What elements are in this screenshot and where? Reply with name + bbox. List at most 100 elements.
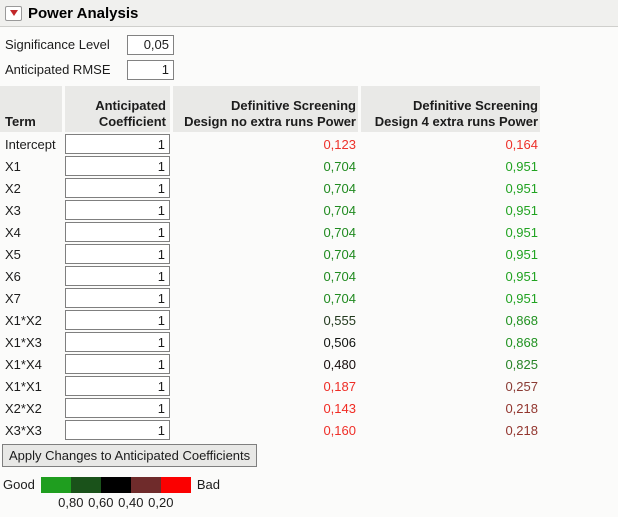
legend-bad-label: Bad (196, 477, 220, 492)
legend-color-segment (100, 477, 131, 493)
table-row: X2*X2 0,143 0,218 (0, 397, 618, 419)
power-no-extra-runs-value: 0,704 (323, 224, 356, 240)
term-label: X7 (5, 290, 21, 306)
header-anticipated-coefficient: Anticipated Coefficient (65, 86, 170, 132)
table-row: X1*X3 0,506 0,868 (0, 331, 618, 353)
power-4-extra-runs-value: 0,951 (505, 224, 538, 240)
term-label: X5 (5, 246, 21, 262)
power-color-legend: Good 0,80 0,60 0,40 0,20 Bad (3, 477, 618, 510)
power-4-extra-runs-value: 0,951 (505, 246, 538, 262)
power-4-extra-runs-value: 0,868 (505, 334, 538, 350)
power-4-extra-runs-value: 0,257 (505, 378, 538, 394)
term-label: Intercept (5, 136, 56, 152)
table-body: Intercept 0,123 0,164 X1 0,704 0,951 X2 0,704 0,… (0, 133, 618, 441)
header-coef-line2: Coefficient (98, 114, 166, 129)
panel-title: Power Analysis (28, 4, 139, 22)
coefficient-input[interactable] (65, 288, 170, 308)
significance-level-label: Significance Level (5, 37, 110, 52)
power-4-extra-runs-value: 0,951 (505, 268, 538, 284)
legend-color-segment (130, 477, 161, 493)
power-no-extra-runs-value: 0,704 (323, 158, 356, 174)
coefficient-input[interactable] (65, 200, 170, 220)
anticipated-rmse-input[interactable] (127, 59, 174, 80)
legend-color-segment (160, 477, 191, 493)
header-design1-line1: Definitive Screening (231, 98, 356, 113)
coefficient-input[interactable] (65, 420, 170, 440)
coefficient-input[interactable] (65, 398, 170, 418)
analysis-controls: Significance Level Anticipated RMSE (0, 27, 618, 80)
header-design1-line2: Design no extra runs Power (184, 114, 356, 129)
table-row: X4 0,704 0,951 (0, 221, 618, 243)
power-4-extra-runs-value: 0,218 (505, 400, 538, 416)
term-label: X1*X2 (5, 312, 42, 328)
coefficient-input[interactable] (65, 156, 170, 176)
anticipated-rmse-row: Anticipated RMSE (5, 59, 618, 80)
table-row: X6 0,704 0,951 (0, 265, 618, 287)
table-row: X5 0,704 0,951 (0, 243, 618, 265)
power-4-extra-runs-value: 0,951 (505, 290, 538, 306)
coefficient-input[interactable] (65, 222, 170, 242)
legend-color-segment (70, 477, 101, 493)
significance-level-row: Significance Level (5, 34, 618, 55)
power-no-extra-runs-value: 0,555 (323, 312, 356, 328)
header-design-4-extra-runs-power: Definitive Screening Design 4 extra runs… (361, 86, 540, 132)
legend-ticks: 0,80 0,60 0,40 0,20 (41, 493, 191, 510)
triangle-glyph (9, 10, 18, 16)
term-label: X1*X3 (5, 334, 42, 350)
term-label: X2 (5, 180, 21, 196)
coefficient-input[interactable] (65, 332, 170, 352)
anticipated-rmse-label: Anticipated RMSE (5, 62, 111, 77)
coefficient-input[interactable] (65, 376, 170, 396)
coefficient-input[interactable] (65, 244, 170, 264)
coefficient-input[interactable] (65, 354, 170, 374)
apply-changes-button[interactable]: Apply Changes to Anticipated Coefficient… (2, 444, 258, 467)
legend-tick-label: 0,40 (118, 495, 144, 510)
power-table: Term Anticipated Coefficient Definitive … (0, 86, 618, 441)
power-no-extra-runs-value: 0,123 (323, 136, 356, 152)
coefficient-input[interactable] (65, 266, 170, 286)
header-term: Term (0, 86, 62, 132)
coefficient-input[interactable] (65, 134, 170, 154)
term-label: X6 (5, 268, 21, 284)
power-4-extra-runs-value: 0,951 (505, 158, 538, 174)
table-row: Intercept 0,123 0,164 (0, 133, 618, 155)
header-coef-line1: Anticipated (95, 98, 166, 113)
legend-good-label: Good (3, 477, 35, 492)
power-no-extra-runs-value: 0,160 (323, 422, 356, 438)
power-no-extra-runs-value: 0,480 (323, 356, 356, 372)
legend-tick-label: 0,60 (88, 495, 114, 510)
power-no-extra-runs-value: 0,704 (323, 202, 356, 218)
legend-tick-label: 0,20 (148, 495, 174, 510)
header-design-no-extra-runs-power: Definitive Screening Design no extra run… (173, 86, 358, 132)
term-label: X3*X3 (5, 422, 42, 438)
power-no-extra-runs-value: 0,704 (323, 246, 356, 262)
power-4-extra-runs-value: 0,218 (505, 422, 538, 438)
table-row: X7 0,704 0,951 (0, 287, 618, 309)
power-4-extra-runs-value: 0,868 (505, 312, 538, 328)
power-4-extra-runs-value: 0,164 (505, 136, 538, 152)
coefficient-input[interactable] (65, 178, 170, 198)
red-triangle-disclosure-icon[interactable] (5, 5, 22, 21)
term-label: X4 (5, 224, 21, 240)
term-label: X3 (5, 202, 21, 218)
term-label: X1*X4 (5, 356, 42, 372)
power-no-extra-runs-value: 0,187 (323, 378, 356, 394)
significance-level-input[interactable] (127, 34, 174, 55)
power-no-extra-runs-value: 0,704 (323, 290, 356, 306)
table-row: X3*X3 0,160 0,218 (0, 419, 618, 441)
table-row: X2 0,704 0,951 (0, 177, 618, 199)
legend-bar-wrap: 0,80 0,60 0,40 0,20 (40, 477, 191, 510)
table-row: X1*X1 0,187 0,257 (0, 375, 618, 397)
table-header: Term Anticipated Coefficient Definitive … (0, 86, 618, 132)
power-4-extra-runs-value: 0,825 (505, 356, 538, 372)
power-4-extra-runs-value: 0,951 (505, 202, 538, 218)
legend-tick-label: 0,80 (58, 495, 84, 510)
power-no-extra-runs-value: 0,506 (323, 334, 356, 350)
table-row: X1*X2 0,555 0,868 (0, 309, 618, 331)
legend-color-bar (40, 477, 191, 493)
panel-titlebar: Power Analysis (0, 0, 618, 27)
coefficient-input[interactable] (65, 310, 170, 330)
table-row: X1 0,704 0,951 (0, 155, 618, 177)
table-row: X1*X4 0,480 0,825 (0, 353, 618, 375)
